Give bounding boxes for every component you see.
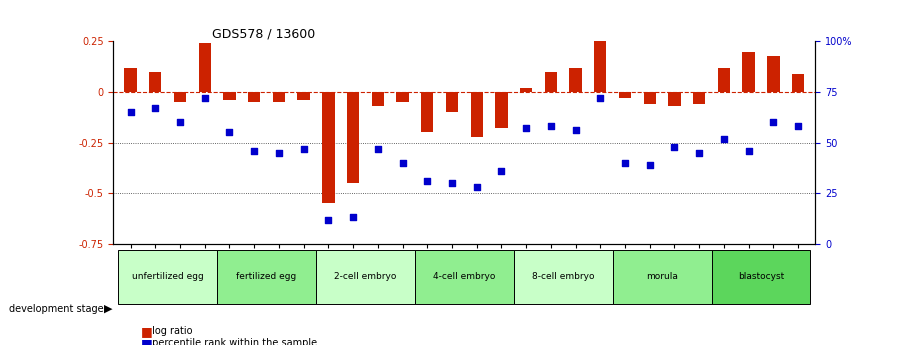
- Point: [519, 126, 534, 131]
- Point: [198, 95, 212, 101]
- Bar: [124, 68, 137, 92]
- Point: [346, 215, 361, 220]
- Point: [371, 146, 385, 151]
- Text: ▶: ▶: [104, 304, 112, 314]
- FancyBboxPatch shape: [415, 250, 514, 304]
- Bar: [248, 92, 260, 102]
- Point: [395, 160, 410, 166]
- Point: [717, 136, 731, 141]
- Bar: [619, 92, 631, 98]
- Bar: [545, 72, 557, 92]
- Bar: [446, 92, 458, 112]
- Text: ■: ■: [140, 337, 152, 345]
- Text: unfertilized egg: unfertilized egg: [131, 272, 204, 281]
- Bar: [223, 92, 236, 100]
- Point: [420, 178, 435, 184]
- Text: 4-cell embryo: 4-cell embryo: [433, 272, 496, 281]
- Point: [667, 144, 681, 149]
- Bar: [669, 92, 680, 106]
- Point: [173, 120, 188, 125]
- Point: [272, 150, 286, 156]
- Bar: [693, 92, 706, 104]
- Bar: [323, 92, 334, 203]
- Bar: [470, 92, 483, 137]
- Text: fertilized egg: fertilized egg: [236, 272, 296, 281]
- FancyBboxPatch shape: [711, 250, 811, 304]
- FancyBboxPatch shape: [217, 250, 316, 304]
- Point: [445, 180, 459, 186]
- Text: log ratio: log ratio: [149, 326, 193, 336]
- Bar: [520, 88, 533, 92]
- Point: [148, 106, 162, 111]
- FancyBboxPatch shape: [118, 250, 217, 304]
- Point: [766, 120, 781, 125]
- Text: morula: morula: [646, 272, 678, 281]
- Bar: [643, 92, 656, 104]
- Bar: [569, 68, 582, 92]
- Bar: [371, 92, 384, 106]
- Point: [741, 148, 756, 154]
- Point: [791, 124, 805, 129]
- Bar: [273, 92, 285, 102]
- Text: percentile rank within the sample: percentile rank within the sample: [149, 338, 318, 345]
- Bar: [297, 92, 310, 100]
- Text: 2-cell embryo: 2-cell embryo: [334, 272, 397, 281]
- Point: [469, 184, 484, 190]
- Point: [222, 130, 236, 135]
- FancyBboxPatch shape: [514, 250, 612, 304]
- Bar: [149, 72, 161, 92]
- FancyBboxPatch shape: [316, 250, 415, 304]
- Text: GDS578 / 13600: GDS578 / 13600: [211, 27, 314, 40]
- FancyBboxPatch shape: [612, 250, 711, 304]
- Bar: [718, 68, 730, 92]
- Bar: [742, 51, 755, 92]
- Point: [593, 95, 608, 101]
- Point: [692, 150, 707, 156]
- Point: [568, 128, 583, 133]
- Bar: [347, 92, 360, 183]
- Text: 8-cell embryo: 8-cell embryo: [532, 272, 594, 281]
- Bar: [792, 74, 805, 92]
- Point: [296, 146, 311, 151]
- Point: [247, 148, 262, 154]
- Text: blastocyst: blastocyst: [737, 272, 784, 281]
- Bar: [198, 43, 211, 92]
- Point: [618, 160, 632, 166]
- Bar: [421, 92, 433, 132]
- Point: [642, 162, 657, 168]
- Point: [544, 124, 558, 129]
- Text: ■: ■: [140, 325, 152, 338]
- Bar: [767, 56, 779, 92]
- Bar: [496, 92, 507, 128]
- Point: [123, 109, 138, 115]
- Text: development stage: development stage: [9, 304, 103, 314]
- Bar: [594, 39, 606, 92]
- Bar: [396, 92, 409, 102]
- Point: [494, 168, 508, 174]
- Bar: [174, 92, 187, 102]
- Point: [321, 217, 335, 222]
